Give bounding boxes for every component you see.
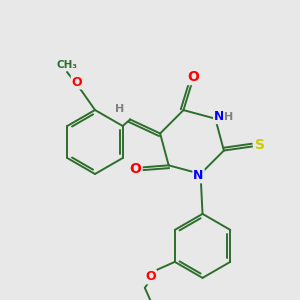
Text: H: H [116,104,125,115]
Text: N: N [194,169,204,182]
Text: N: N [214,110,224,123]
Text: H: H [224,112,233,122]
Text: CH₃: CH₃ [56,60,77,70]
Text: O: O [72,76,82,88]
Text: O: O [188,70,200,84]
Text: O: O [130,162,142,176]
Text: O: O [146,270,156,284]
Text: S: S [255,137,265,152]
